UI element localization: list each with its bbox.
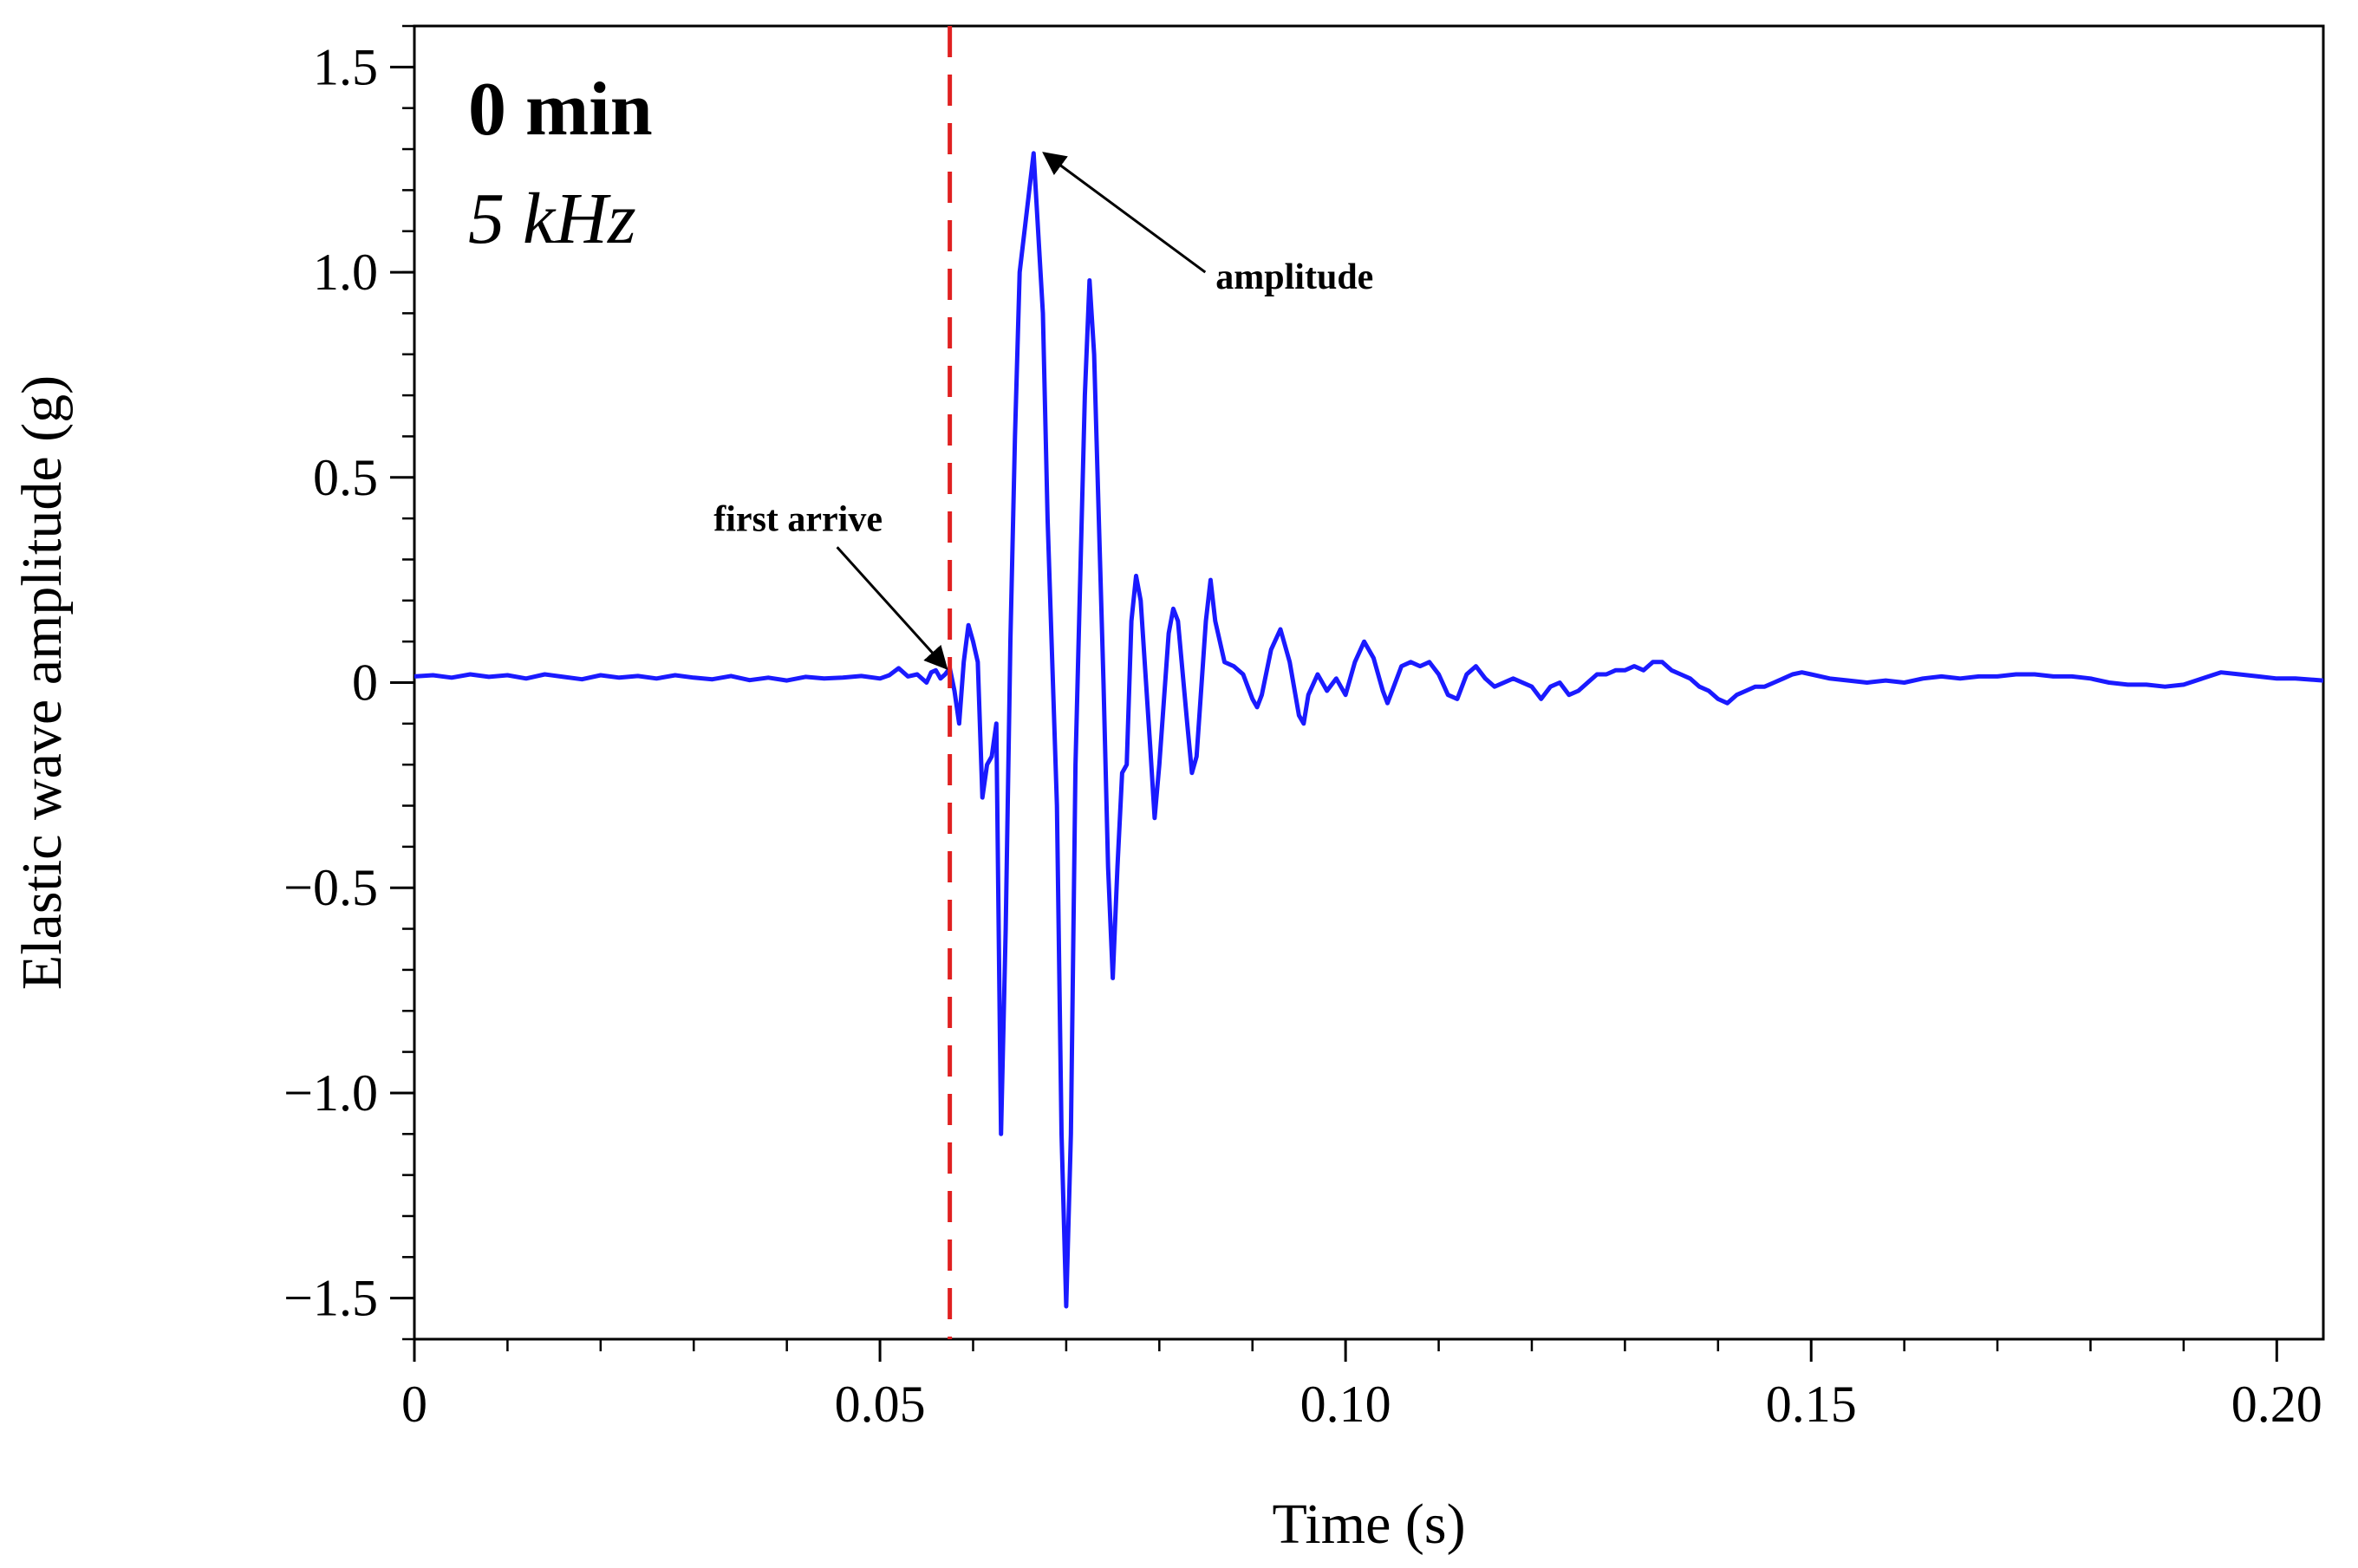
x-tick-label: 0.20 [2231, 1376, 2322, 1433]
y-tick-label: 0 [352, 654, 378, 712]
amplitude-label: amplitude [1215, 257, 1373, 297]
y-tick-label: 0.5 [313, 449, 378, 506]
x-tick-label: 0.15 [1766, 1376, 1857, 1433]
y-tick-label: 1.5 [313, 38, 378, 95]
plot-frame [413, 24, 2325, 1341]
panel-frequency-label: 5 kHz [468, 179, 636, 259]
series-group [414, 151, 2324, 1309]
y-tick-label: −1.5 [283, 1270, 378, 1327]
panel-time-label: 0 min [468, 68, 653, 152]
x-tick-label: 0.10 [1300, 1376, 1391, 1433]
y-axis-ticks: −1.5 −1.0 −0.5 0 0.5 1.0 1.5 [283, 24, 414, 1341]
y-tick-label: −0.5 [283, 859, 378, 916]
amplitude-arrow [1042, 152, 1207, 274]
y-tick-label: −1.0 [283, 1064, 378, 1122]
x-axis-ticks: 0 0.05 0.10 0.15 0.20 [401, 1339, 2322, 1433]
plot-frame-group [413, 24, 2325, 1341]
annotations-group [836, 26, 1207, 1339]
x-tick-label: 0.05 [835, 1376, 926, 1433]
x-axis-title: Time (s) [1272, 1493, 1465, 1556]
y-axis-title: Elastic wave amplitude (g) [10, 375, 74, 990]
y-tick-label: 1.0 [313, 244, 378, 301]
first-arrive-label: first arrive [713, 499, 883, 539]
first-arrive-arrow [836, 546, 948, 670]
series-line [414, 151, 2324, 1309]
x-tick-label: 0 [401, 1376, 427, 1433]
